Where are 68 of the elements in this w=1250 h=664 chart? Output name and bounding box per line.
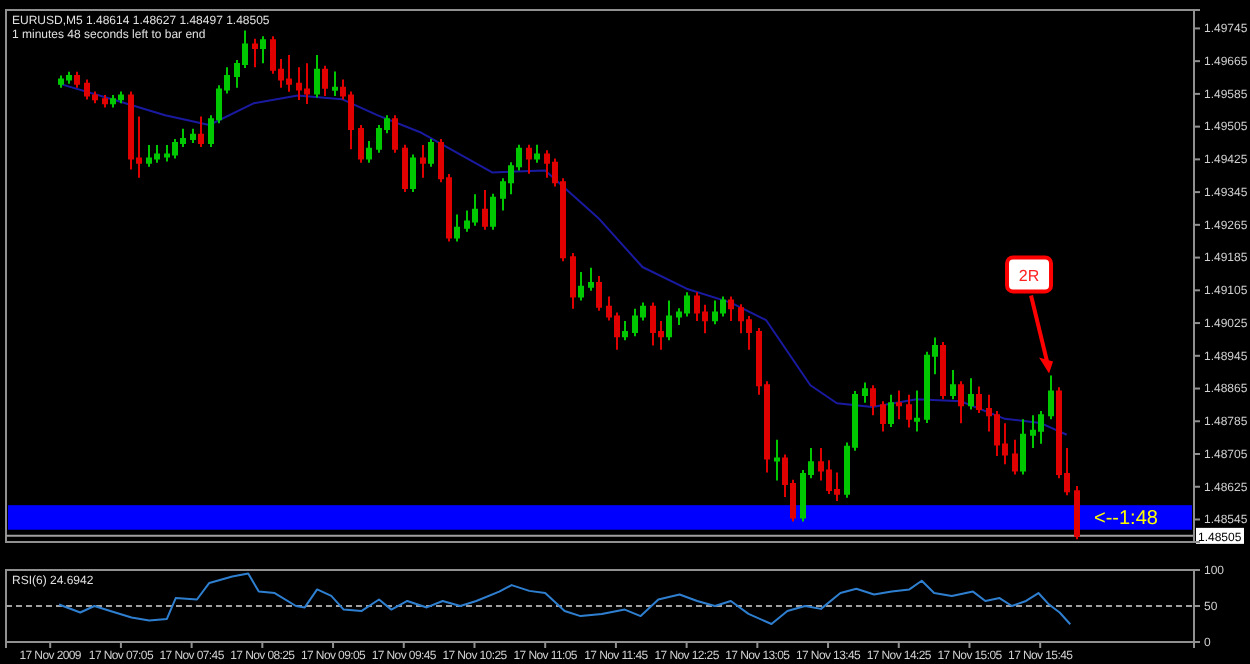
candlestick xyxy=(198,115,204,149)
candlestick xyxy=(428,137,434,168)
candlestick xyxy=(358,123,364,164)
candlestick xyxy=(1048,374,1054,421)
candlestick xyxy=(490,192,496,231)
candlestick xyxy=(332,70,338,97)
candlestick xyxy=(534,143,540,164)
candlestick xyxy=(84,78,90,101)
candlestick xyxy=(596,275,602,312)
candlestick xyxy=(888,393,894,429)
candlestick xyxy=(322,64,328,97)
candlestick xyxy=(976,385,982,415)
candlestick xyxy=(66,70,72,85)
candlestick xyxy=(128,90,134,171)
candlestick xyxy=(472,193,478,227)
candlestick xyxy=(728,295,734,323)
candlestick xyxy=(164,144,170,163)
line-series xyxy=(58,82,1068,436)
candlestick xyxy=(958,380,964,425)
candlestick xyxy=(880,400,886,433)
candlestick xyxy=(74,70,80,89)
candlestick xyxy=(774,438,780,482)
candlestick xyxy=(1012,438,1018,476)
candlestick xyxy=(1038,410,1044,445)
candlestick xyxy=(154,144,160,164)
candlestick xyxy=(544,149,550,179)
candlestick xyxy=(172,137,178,160)
candlestick xyxy=(526,143,532,175)
candlestick xyxy=(666,299,672,342)
candlestick xyxy=(190,127,196,144)
candlestick xyxy=(684,291,690,318)
candlestick xyxy=(650,301,656,347)
candlestick xyxy=(110,94,116,109)
candlestick xyxy=(252,37,258,69)
candlestick xyxy=(870,384,876,417)
candlestick xyxy=(366,139,372,164)
candlestick xyxy=(286,54,292,93)
candlestick xyxy=(420,144,426,179)
candlestick xyxy=(570,252,576,310)
candlestick xyxy=(578,270,584,302)
band-label: <--1:48 xyxy=(1094,508,1159,531)
candlestick xyxy=(950,369,956,401)
candlestick xyxy=(862,381,868,404)
candlestick xyxy=(314,54,320,99)
candlestick xyxy=(118,90,124,105)
annotation: 2R xyxy=(1018,267,1040,286)
candlestick xyxy=(296,66,302,102)
candlestick xyxy=(58,74,64,89)
candlestick xyxy=(392,114,398,154)
candlestick xyxy=(712,299,718,326)
candlestick xyxy=(896,389,902,421)
candlestick xyxy=(304,62,310,106)
candlestick xyxy=(146,144,152,168)
candlestick xyxy=(1030,414,1036,449)
candlestick xyxy=(410,153,416,194)
candlestick xyxy=(454,213,460,243)
candlestick xyxy=(622,320,628,342)
candlestick xyxy=(720,295,726,318)
candlestick xyxy=(906,393,912,429)
candlestick xyxy=(914,389,920,433)
candlestick xyxy=(376,123,382,154)
candlestick xyxy=(632,307,638,338)
candlestick xyxy=(482,189,488,231)
candlestick xyxy=(588,266,594,292)
candlestick xyxy=(260,35,266,65)
candlestick xyxy=(1020,418,1026,476)
candlestick xyxy=(102,94,108,109)
candlestick xyxy=(968,377,974,411)
